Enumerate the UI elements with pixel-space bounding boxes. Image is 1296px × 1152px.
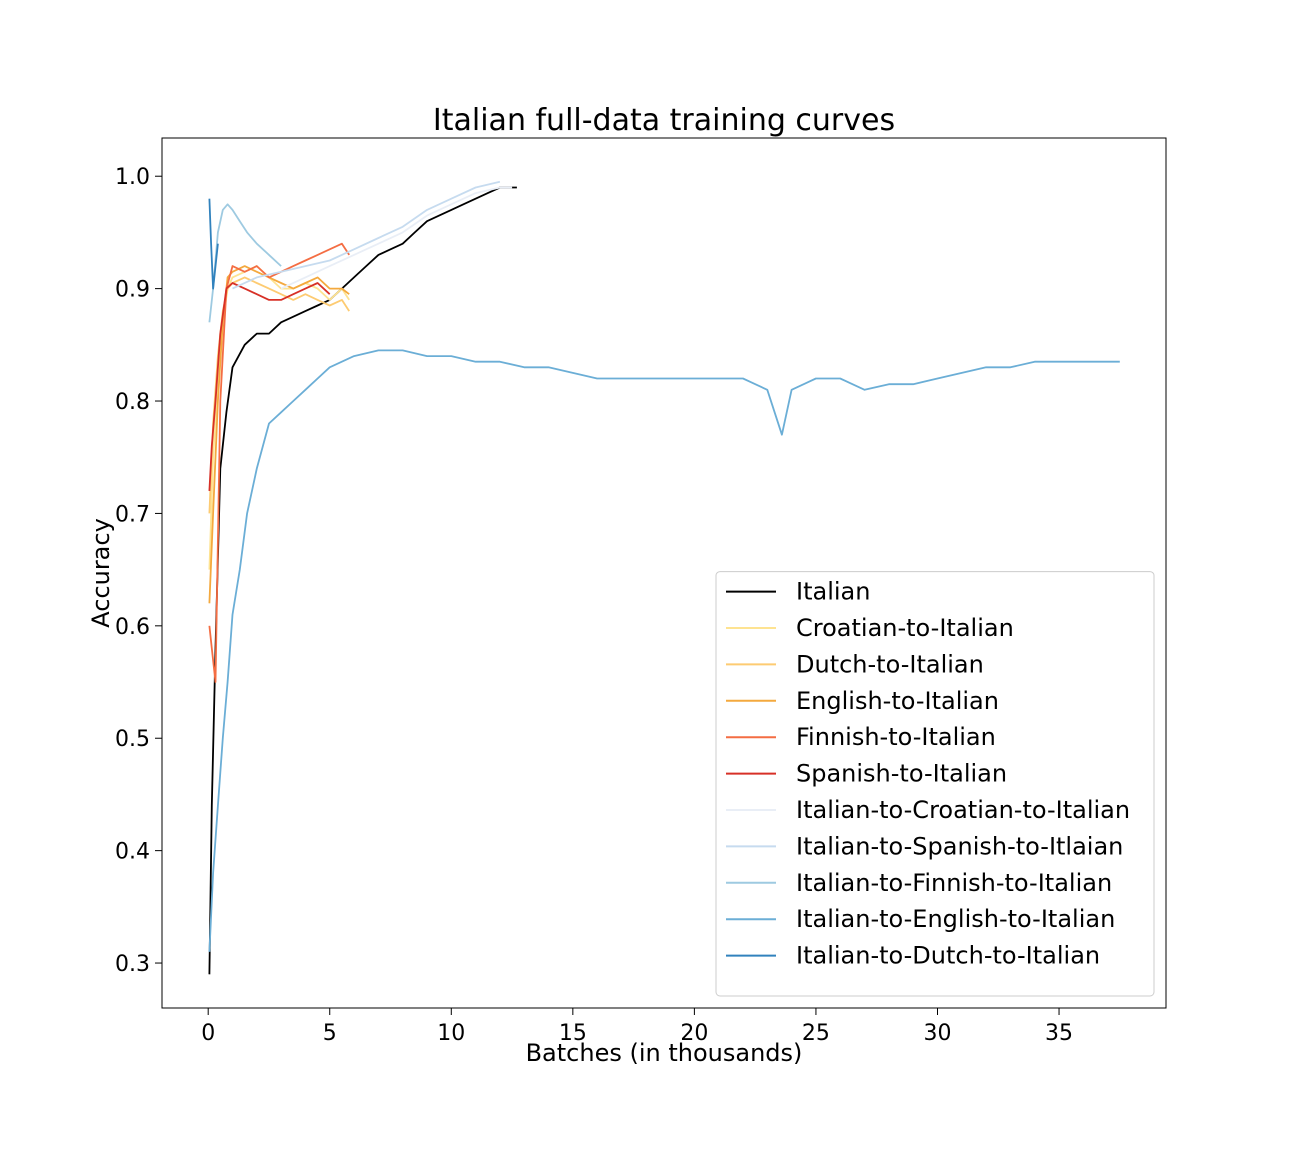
series-line-3: [208, 265, 350, 604]
legend: Italian Croatian-to-Italian Dutch-to-Itali…: [715, 571, 1155, 997]
y-tick-label: 1.0: [115, 165, 150, 190]
series-layer: [208, 180, 1120, 975]
legend-label: Spanish-to-Italian: [796, 760, 1007, 788]
y-axis-label: Accuracy: [87, 518, 115, 628]
legend-label: Italian-to-Dutch-to-Italian: [796, 942, 1100, 970]
legend-label: Italian-to-Spanish-to-Itlaian: [796, 832, 1123, 860]
x-tick-label: 35: [1045, 1021, 1073, 1046]
x-tick-label: 30: [923, 1021, 951, 1046]
series-line-6: [280, 186, 513, 290]
x-tick-label: 5: [323, 1021, 337, 1046]
series-line-7: [232, 180, 501, 290]
x-axis-ticks: 0 5 10 15 20 25 30 35: [201, 1008, 1073, 1046]
x-tick-label: 15: [559, 1021, 587, 1046]
legend-box: [715, 571, 1155, 997]
chart-title: Italian full-data training curves: [433, 103, 895, 138]
series-line-5: [208, 282, 331, 491]
series-line-10: [208, 198, 219, 290]
legend-label: Italian-to-Finnish-to-Italian: [796, 869, 1112, 897]
series-line-0: [208, 186, 517, 975]
legend-label: Finnish-to-Italian: [796, 723, 996, 751]
y-tick-label: 0.9: [115, 278, 150, 303]
legend-label: Italian: [796, 578, 870, 606]
legend-label: English-to-Italian: [796, 687, 999, 715]
x-tick-label: 25: [802, 1021, 830, 1046]
y-tick-label: 0.6: [115, 615, 150, 640]
legend-label: Croatian-to-Italian: [796, 614, 1014, 642]
y-tick-label: 0.7: [115, 502, 150, 527]
legend-label: Italian-to-Croatian-to-Italian: [796, 796, 1130, 824]
series-line-4: [208, 242, 350, 683]
y-axis-ticks: 0.3 0.4 0.5 0.6 0.7 0.8 0.9 1.0: [115, 165, 162, 977]
y-tick-label: 0.3: [115, 952, 150, 977]
y-tick-label: 0.8: [115, 390, 150, 415]
legend-label: Dutch-to-Italian: [796, 650, 984, 678]
legend-label: Italian-to-English-to-Italian: [796, 905, 1115, 933]
series-line-9: [208, 349, 1120, 952]
y-tick-label: 0.4: [115, 840, 150, 865]
x-tick-label: 20: [680, 1021, 708, 1046]
x-axis-label: Batches (in thousands): [526, 1039, 803, 1067]
x-tick-label: 10: [437, 1021, 465, 1046]
y-tick-label: 0.5: [115, 727, 150, 752]
x-tick-label: 0: [201, 1021, 215, 1046]
